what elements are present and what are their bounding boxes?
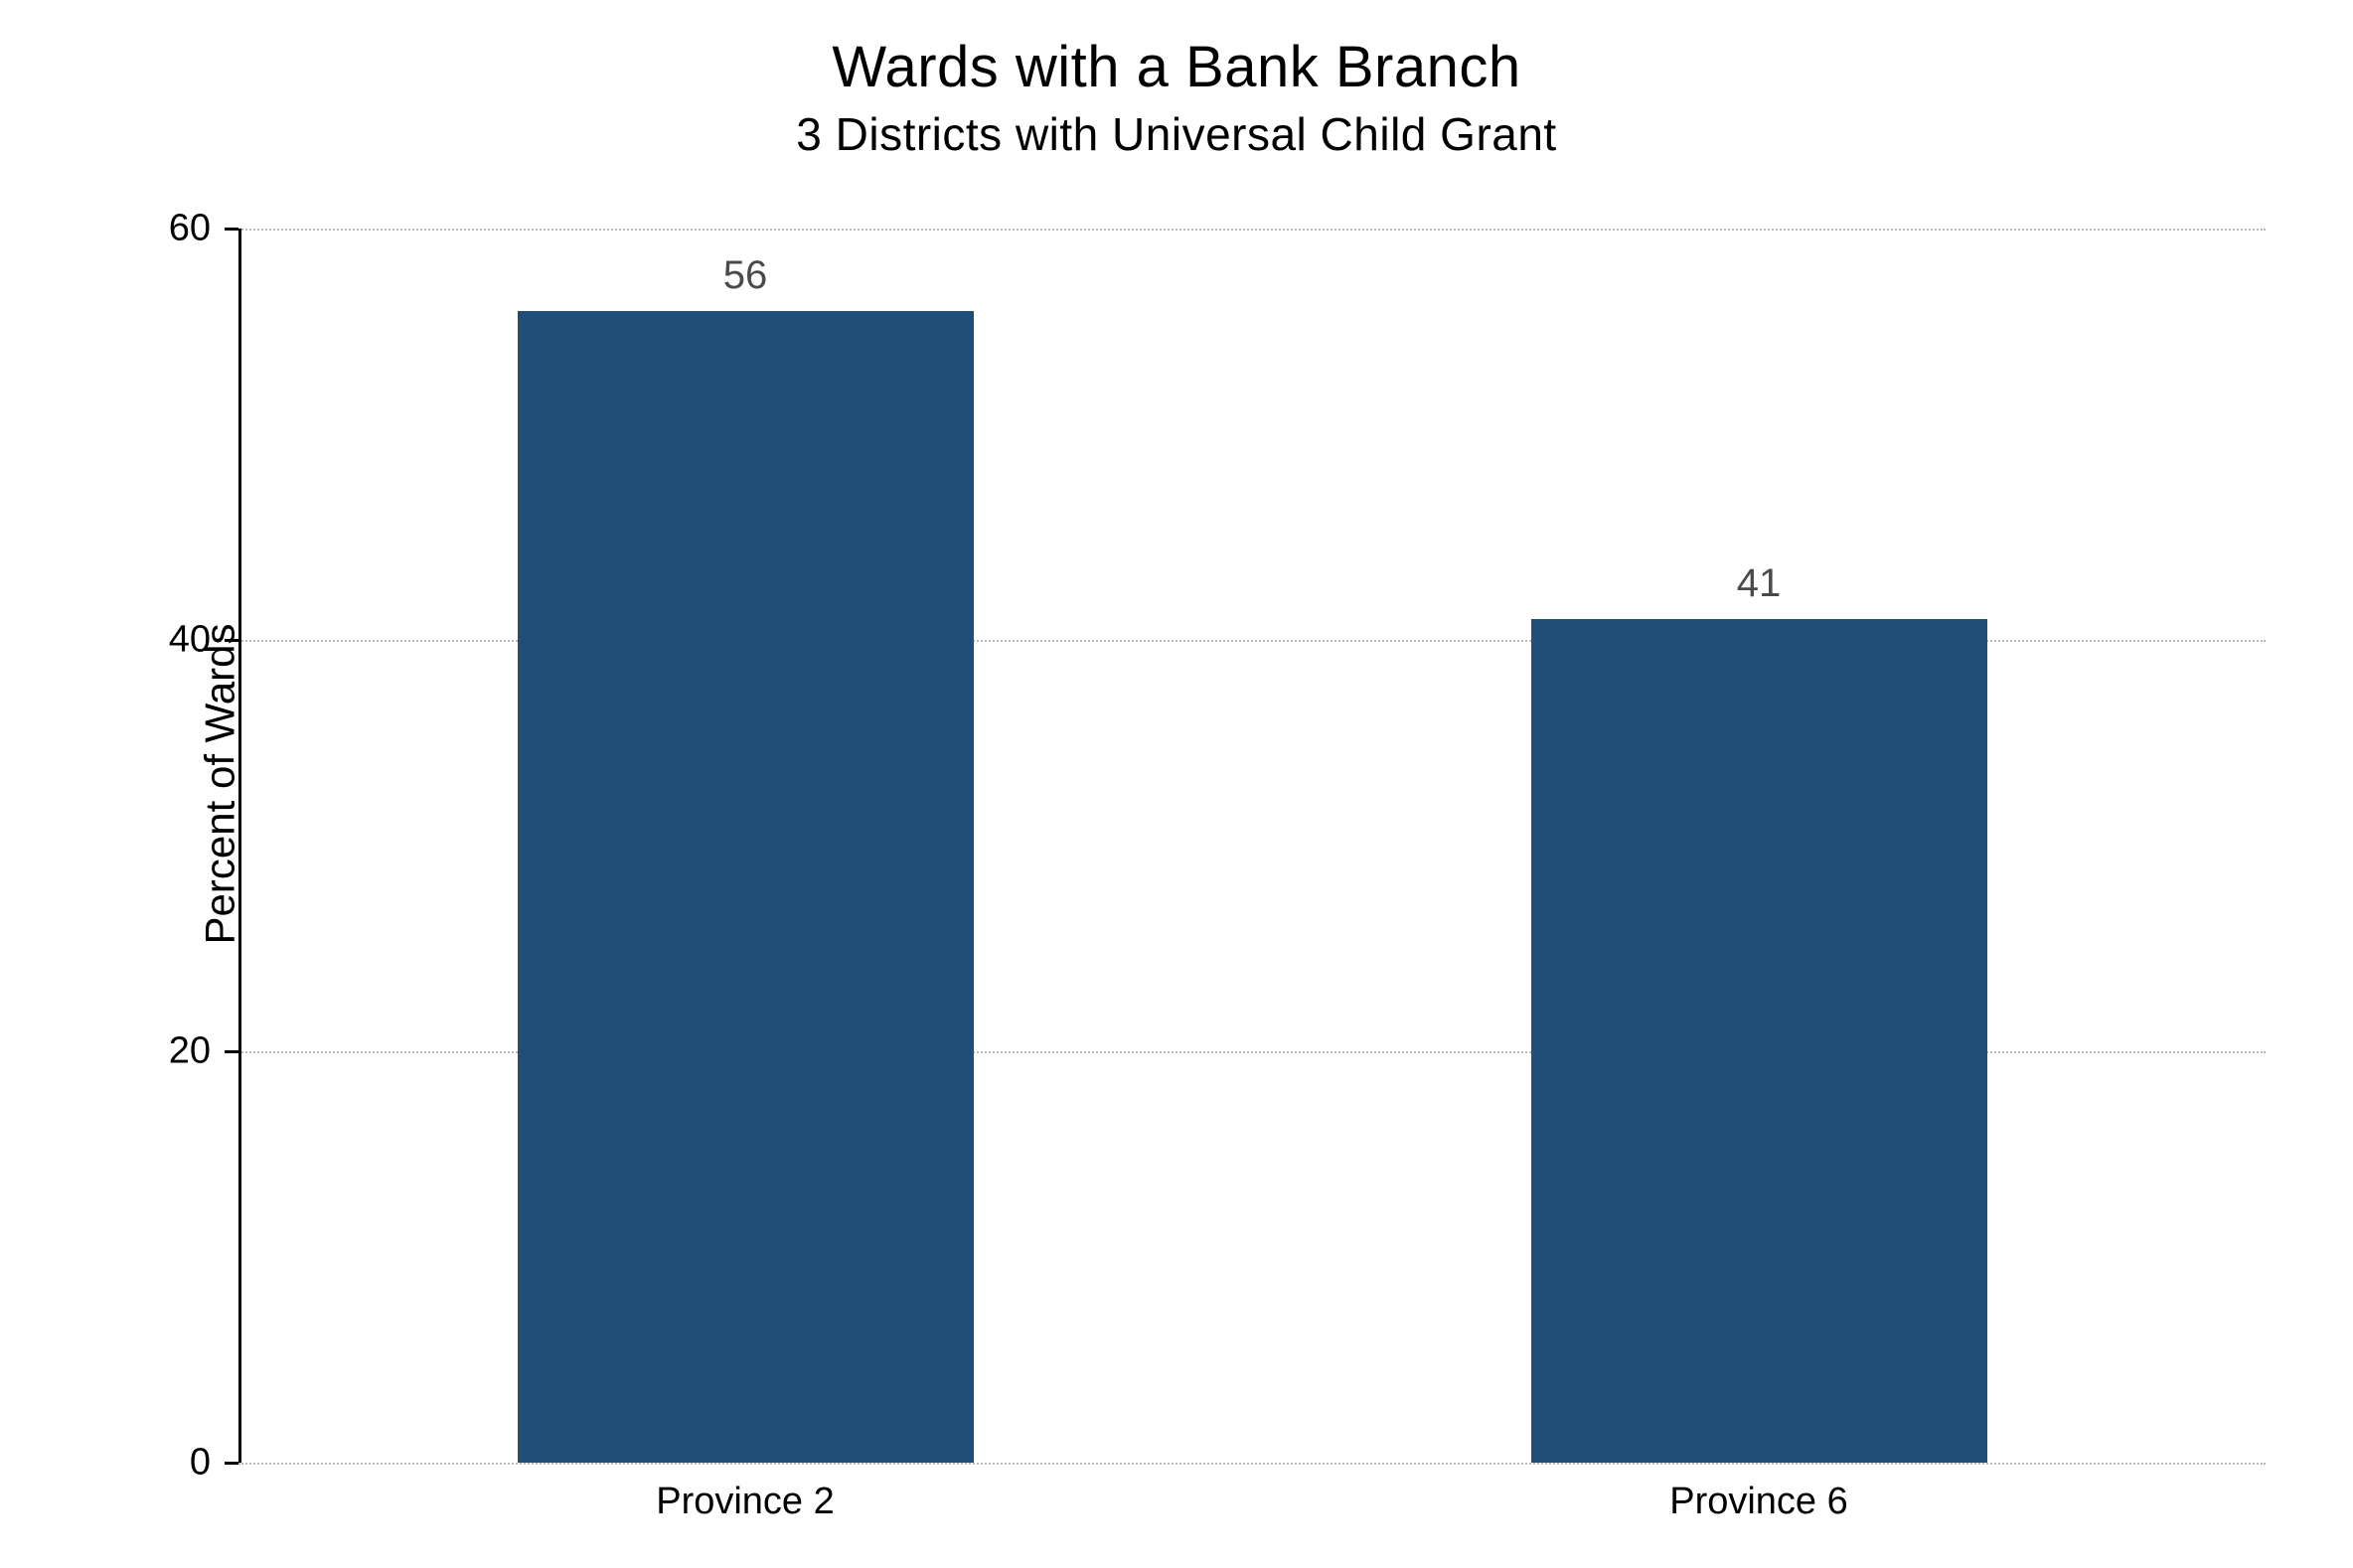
chart-title: Wards with a Bank Branch	[0, 34, 2353, 100]
y-tick-label: 60	[91, 208, 211, 250]
bar	[518, 311, 974, 1463]
y-tick-mark	[225, 639, 238, 642]
y-tick-mark	[225, 228, 238, 231]
y-axis-label: Percent of Wards	[196, 624, 243, 945]
y-tick-mark	[225, 1050, 238, 1053]
plot-area: 020406056Province 241Province 6	[238, 229, 2266, 1463]
gridline	[238, 229, 2266, 231]
y-axis-line	[238, 229, 241, 1463]
chart-subtitle: 3 Districts with Universal Child Grant	[0, 107, 2353, 161]
x-tick-label: Province 2	[656, 1481, 835, 1523]
y-tick-label: 0	[91, 1442, 211, 1485]
bar-chart: Wards with a Bank Branch 3 Districts wit…	[0, 0, 2353, 1568]
bar-value-label: 56	[723, 253, 768, 298]
y-tick-label: 40	[91, 619, 211, 662]
gridline	[238, 1463, 2266, 1465]
y-tick-mark	[225, 1462, 238, 1465]
x-tick-label: Province 6	[1669, 1481, 1848, 1523]
bar	[1531, 619, 1987, 1463]
bar-value-label: 41	[1737, 561, 1782, 606]
y-tick-label: 20	[91, 1030, 211, 1073]
